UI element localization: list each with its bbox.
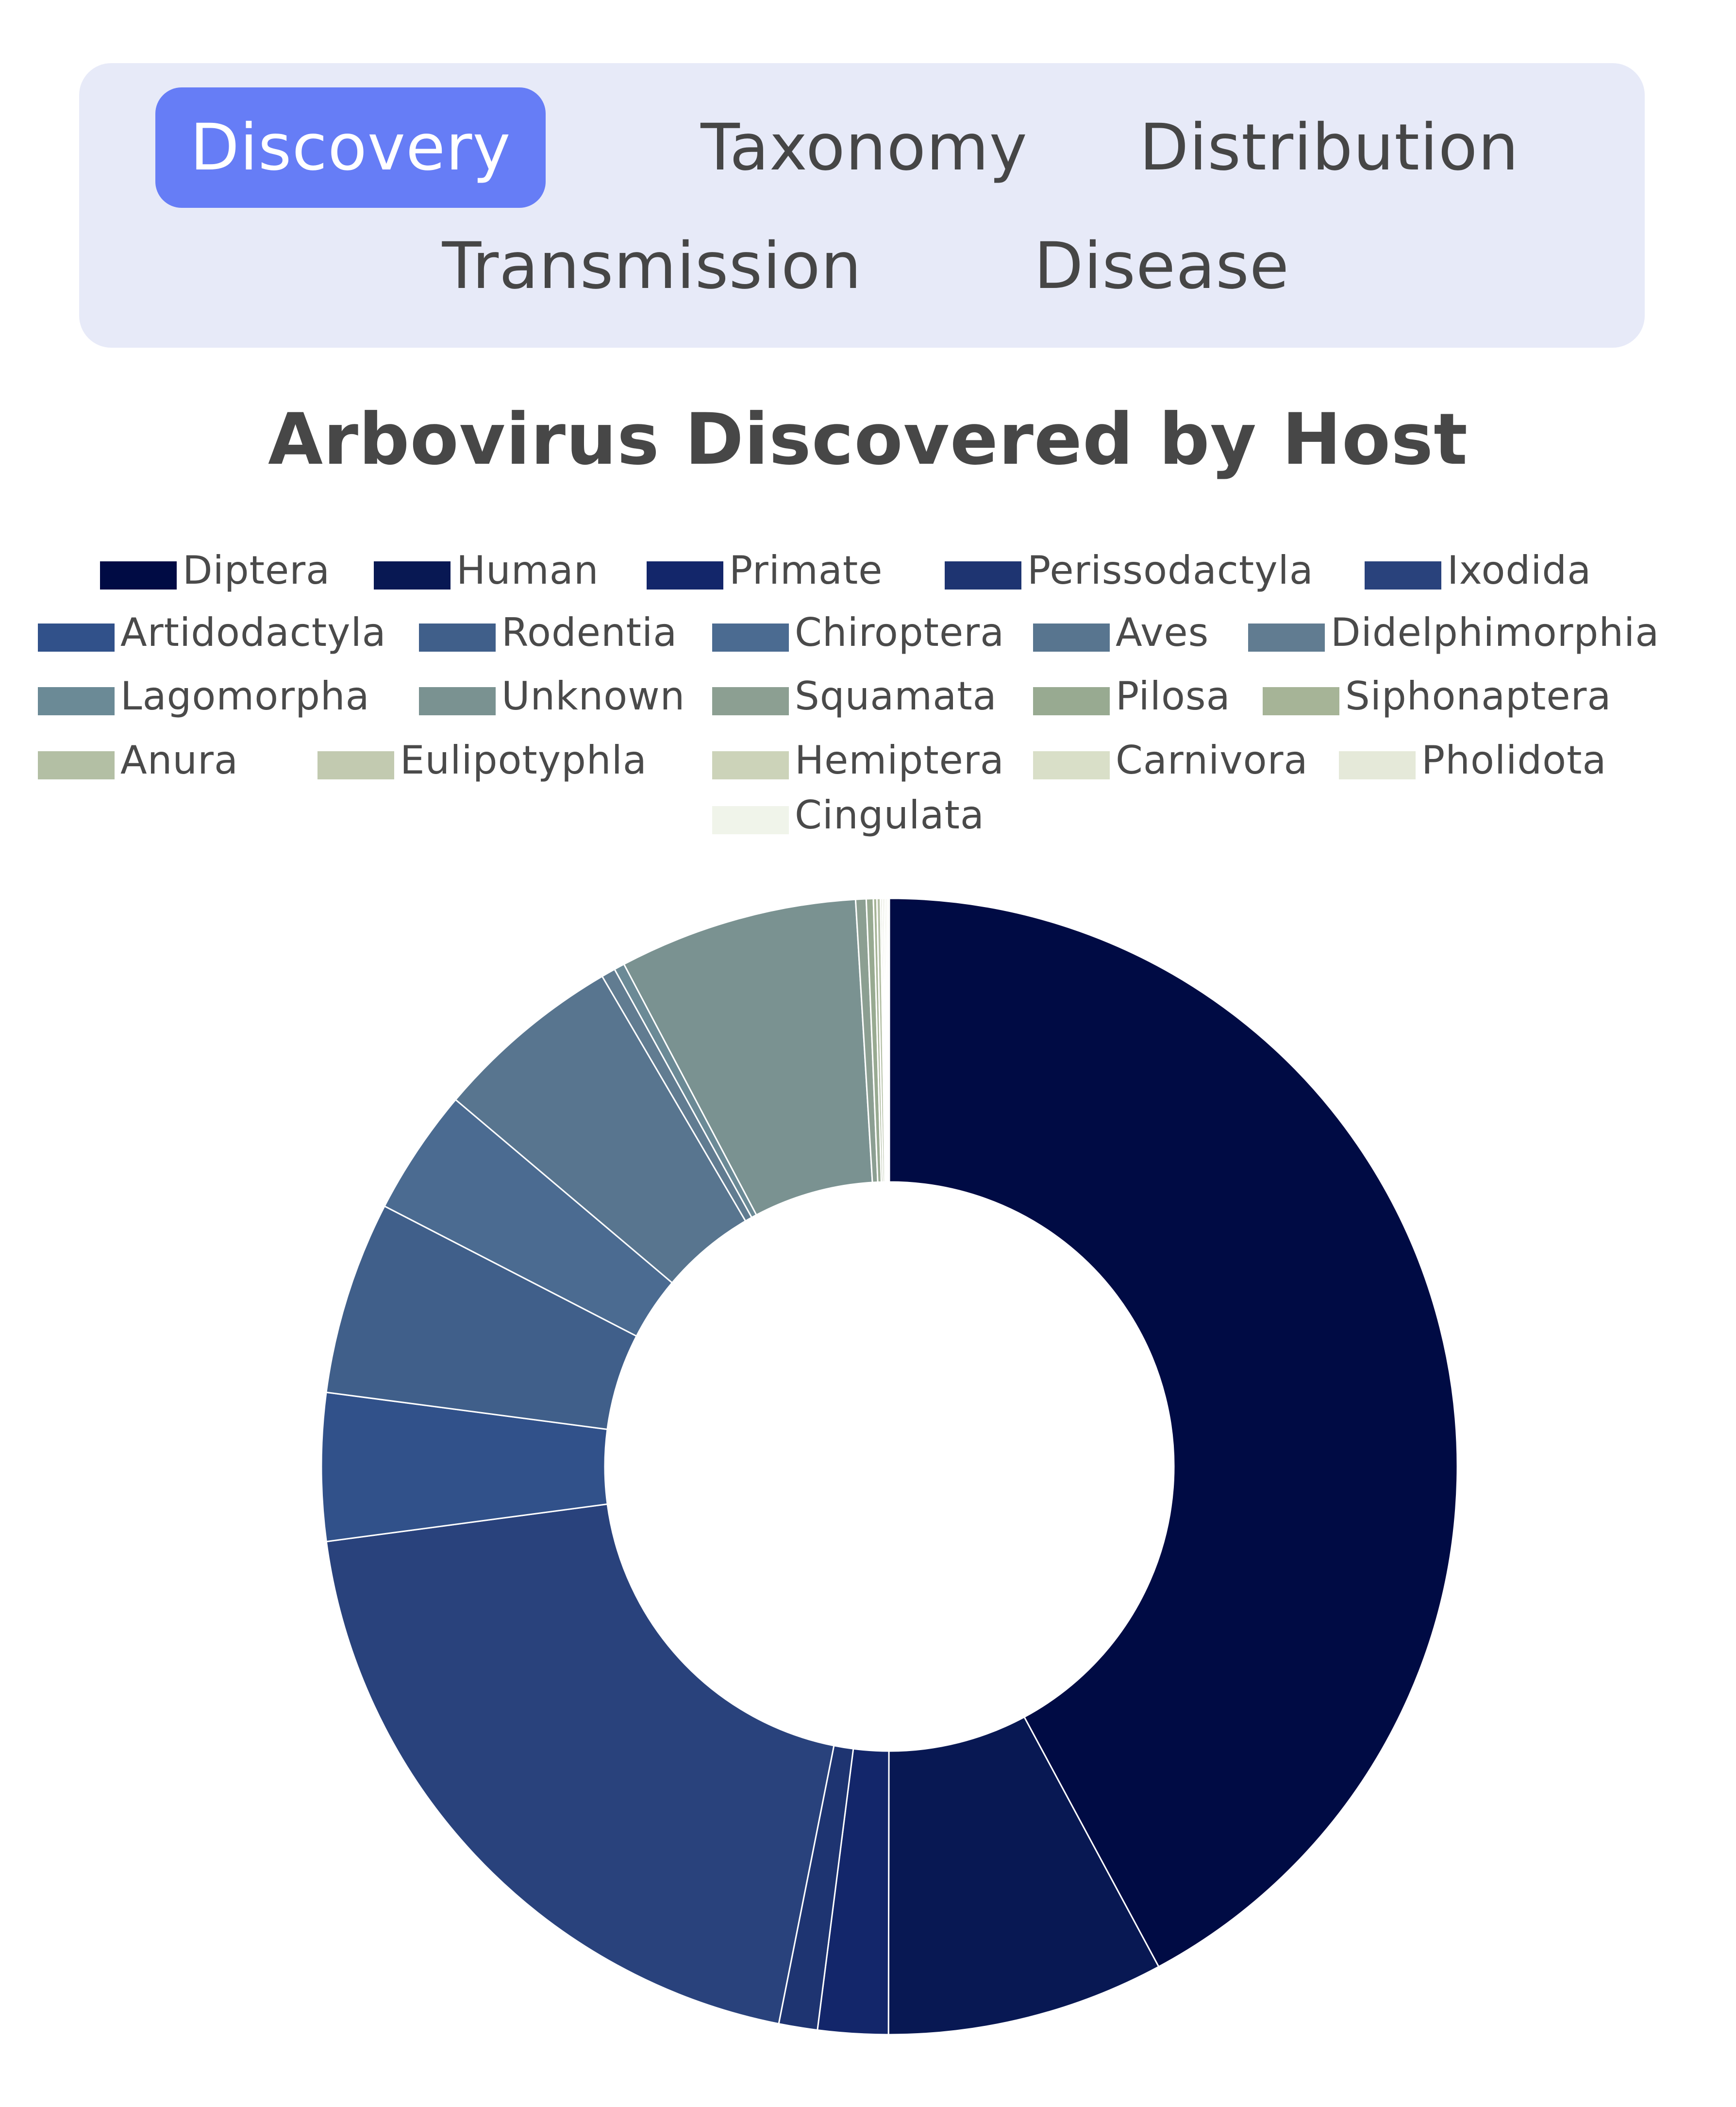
legend-label: Human	[456, 548, 599, 593]
legend-swatch	[1033, 624, 1110, 652]
legend-swatch	[945, 561, 1021, 590]
donut-slice-ixodida[interactable]	[325, 1503, 835, 2025]
legend-label: Cingulata	[795, 792, 985, 838]
tab-transmission[interactable]: Transmission	[442, 229, 862, 303]
chart-title: Arbovirus Discovered by Host	[268, 398, 1468, 481]
legend-swatch	[1263, 687, 1339, 715]
donut-slice-diptera[interactable]	[888, 897, 1458, 1968]
legend-swatch	[1033, 687, 1110, 715]
tab-discovery[interactable]: Discovery	[155, 87, 546, 208]
legend-swatch	[38, 624, 115, 652]
legend-swatch	[712, 624, 789, 652]
legend-label: Squamata	[795, 674, 997, 719]
legend-swatch	[1339, 751, 1416, 779]
legend-label: Primate	[729, 548, 883, 593]
legend-label: Rodentia	[501, 610, 678, 655]
donut-slice-unknown[interactable]	[623, 898, 873, 1216]
tab-disease[interactable]: Disease	[1034, 229, 1290, 303]
legend-swatch	[1365, 561, 1441, 590]
legend-label: Eulipotyphla	[400, 738, 647, 783]
legend-label: Pilosa	[1116, 674, 1231, 719]
legend-label: Chiroptera	[795, 610, 1005, 655]
legend-label: Unknown	[501, 674, 685, 719]
tab-panel: Discovery Taxonomy Distribution Transmis…	[79, 63, 1645, 348]
tab-taxonomy[interactable]: Taxonomy	[701, 110, 1028, 185]
legend-label: Lagomorpha	[120, 674, 370, 719]
legend-swatch	[712, 751, 789, 779]
legend-label: Didelphimorphia	[1331, 610, 1660, 655]
legend-label: Ixodida	[1447, 548, 1592, 593]
legend-swatch	[419, 624, 496, 652]
legend-swatch	[712, 687, 789, 715]
legend-label: Anura	[120, 738, 239, 783]
legend-label: Pholidota	[1421, 738, 1607, 783]
tab-distribution[interactable]: Distribution	[1139, 110, 1519, 185]
legend-swatch	[1248, 624, 1325, 652]
legend-swatch	[419, 687, 496, 715]
legend-label: Siphonaptera	[1345, 674, 1612, 719]
legend-label: Perissodactyla	[1027, 548, 1314, 593]
legend-swatch	[100, 561, 177, 590]
donut-slice-cingulata[interactable]	[886, 897, 890, 1183]
legend-swatch	[1033, 751, 1110, 779]
legend-swatch	[38, 687, 115, 715]
legend-label: Aves	[1116, 610, 1209, 655]
donut-slice-human[interactable]	[887, 1716, 1160, 2036]
legend-label: Diptera	[183, 548, 331, 593]
legend-swatch	[317, 751, 394, 779]
legend-swatch	[374, 561, 451, 590]
legend-swatch	[38, 751, 115, 779]
legend-label: Hemiptera	[795, 738, 1004, 783]
legend-swatch	[712, 806, 789, 834]
legend-label: Carnivora	[1116, 738, 1308, 783]
legend-label: Artidodactyla	[120, 610, 386, 655]
legend-swatch	[647, 561, 723, 590]
